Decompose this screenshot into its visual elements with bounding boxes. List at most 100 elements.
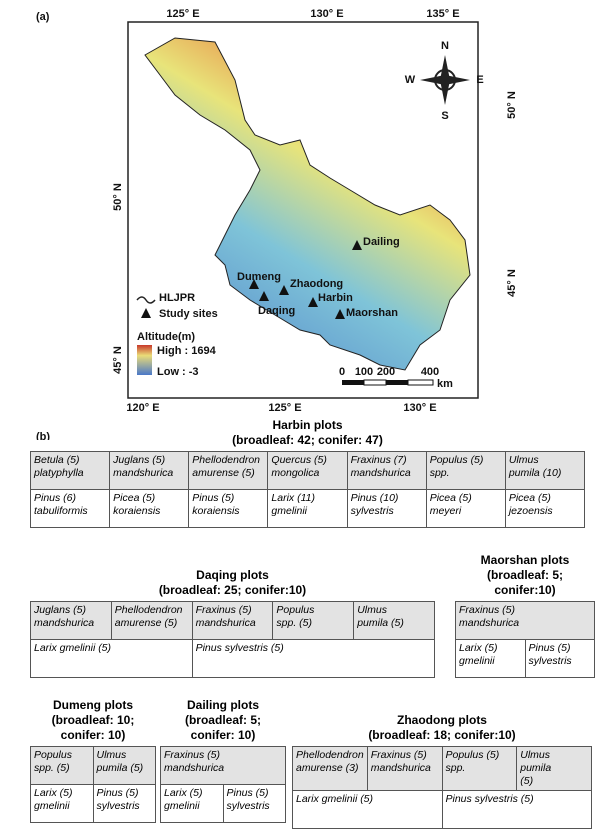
cell-line: mongolica [271,467,320,479]
table-row: Larix gmelinii (5) Pinus sylvestris (5) [30,639,436,678]
cell-line: Larix (5) [459,642,498,654]
species-cell: Juglans (5) mandshurica [109,451,190,490]
cell-line: spp. [445,762,466,774]
cell-line: platyphylla [34,467,84,479]
table-row: Pinus (6) tabuliformis Picea (5) koraiensis… [29,489,586,528]
species-cell: Pinus (5) sylvestris [524,639,595,678]
title-line: Zhaodong plots [397,713,487,727]
title-line: (broadleaf: 25; conifer:10) [158,583,307,597]
cell-line: gmelinii [34,800,70,812]
plot-title: Maorshan plots (broadleaf: 5; conifer:10) [455,553,595,598]
cell-line: pumila (5) [96,762,144,774]
species-table: Populus spp. (5) Ulmus pumila (5) Larix (5) g… [30,746,156,823]
species-cell: Larix (5) gmelinii [160,784,224,823]
table-row: Larix (5) gmelinii Pinus (5) sylvestris [160,784,286,823]
plot-block: Dailing plots (broadleaf: 5; conifer: 10) F… [160,698,286,823]
cell-line: mandshurica [459,617,520,629]
cell-line: mandshurica [113,467,174,479]
species-cell: Larix (5) gmelinii [30,784,94,823]
compass-label: E [476,74,483,86]
cell-line: Ulmus [357,604,387,616]
axis-label: 130° E [403,402,436,414]
cell-line: Pinus (6) [34,492,77,504]
species-cell: Picea (5) jezoensis [504,489,586,528]
legend-label: HLJPR [159,292,195,304]
study-sites: Dailing Dumeng Zhaodong Daqing Harbin Maorsha… [237,236,400,319]
cell-line: mandshurica [350,467,411,479]
axis-label: 135° E [426,8,459,20]
province-map [144,37,471,371]
plot-block: Daqing plots (broadleaf: 25; conifer:10) J… [30,568,436,678]
compass [420,55,470,105]
axis-label: 130° E [310,8,343,20]
species-cell: Larix (5) gmelinii [455,639,526,678]
cell-line: Juglans (5) [113,454,166,466]
scale-bar [342,379,434,386]
cell-line: sylvestris [226,800,270,812]
species-cell: Pinus (5) koraiensis [188,489,269,528]
panel-label: (b) [36,431,50,440]
cell-line: mandshurica [164,762,225,774]
cell-line: gmelinii [164,800,200,812]
cell-line: jezoensis [508,505,553,517]
cell-line: Picea (5) [113,492,156,504]
table-row: Phellodendron amurense (3) Fraxinus (5) man… [292,746,592,791]
cell-line: sylvestris [96,800,140,812]
title-line: conifer: 10) [190,728,256,742]
title-line: conifer: 10) [60,728,126,742]
species-table: Phellodendron amurense (3) Fraxinus (5) man… [292,746,592,829]
cell-line: Ulmus [508,454,539,466]
site-marker [259,291,269,301]
site-label: Daqing [258,305,295,317]
site-label: Maorshan [346,307,398,319]
cell-line: koraiensis [113,505,161,517]
species-cell: Pinus sylvestris (5) [441,790,592,829]
cell-line: Phellodendron [114,604,183,616]
compass-label: S [441,110,448,122]
axis-label: 45° N [506,269,518,297]
cell-line: spp. [429,467,450,479]
plot-title: Dailing plots (broadleaf: 5; conifer: 10) [160,698,286,743]
species-cell: Phellodendron amurense (5) [188,451,269,490]
plot-block: Dumeng plots (broadleaf: 10; conifer: 10) P… [30,698,156,823]
species-cell: Juglans (5) mandshurica [30,601,112,640]
scale-label: 400 [421,366,439,378]
title-line: (broadleaf: 5; [486,568,563,582]
scale-label: 200 [377,366,395,378]
cell-line: sylvestris [350,505,394,517]
cell-line: Fraxinus (5) [370,749,427,761]
species-cell: Picea (5) koraiensis [109,489,190,528]
cell-line: Pinus (5) [192,492,235,504]
species-cell: Pinus sylvestris (5) [191,639,436,678]
table-row: Fraxinus (5) mandshurica [160,746,286,785]
title-line: (broadleaf: 42; conifer: 47) [232,433,383,447]
species-cell: Larix gmelinii (5) [292,790,443,829]
species-cell: Ulmus pumila (5) [516,746,592,791]
legend-label: Altitude(m) [137,331,195,343]
cell-line: amurense (5) [192,467,255,479]
species-table: Juglans (5) mandshurica Phellodendron amure… [30,601,436,678]
axis-label: 50° N [506,91,518,119]
site-marker [335,309,345,319]
scale-unit: km [437,378,453,390]
cell-line: (5) [520,775,534,787]
site-label: Zhaodong [290,278,343,290]
map-figure: (a) N E S W 125° E 130° E 135° E 120° E … [36,8,518,440]
cell-line: amurense (5) [114,617,178,629]
cell-line: spp. (5) [34,762,70,774]
species-cell: Pinus (6) tabuliformis [29,489,111,528]
boundary-symbol [136,296,156,304]
legend-label: High : 1694 [157,345,217,357]
altitude-ramp [137,345,152,375]
cell-line: tabuliformis [34,505,88,517]
species-cell: Phellodendron amurense (5) [110,601,193,640]
scale-label: 0 [339,366,345,378]
cell-line: Pinus (5) [226,787,269,799]
site-marker [279,285,289,295]
cell-line: Fraxinus (5) [195,604,252,616]
site-label: Harbin [318,292,353,304]
cell-line: Larix gmelinii (5) [34,642,112,654]
site-label: Dumeng [237,271,281,283]
scale-label: 100 [355,366,373,378]
